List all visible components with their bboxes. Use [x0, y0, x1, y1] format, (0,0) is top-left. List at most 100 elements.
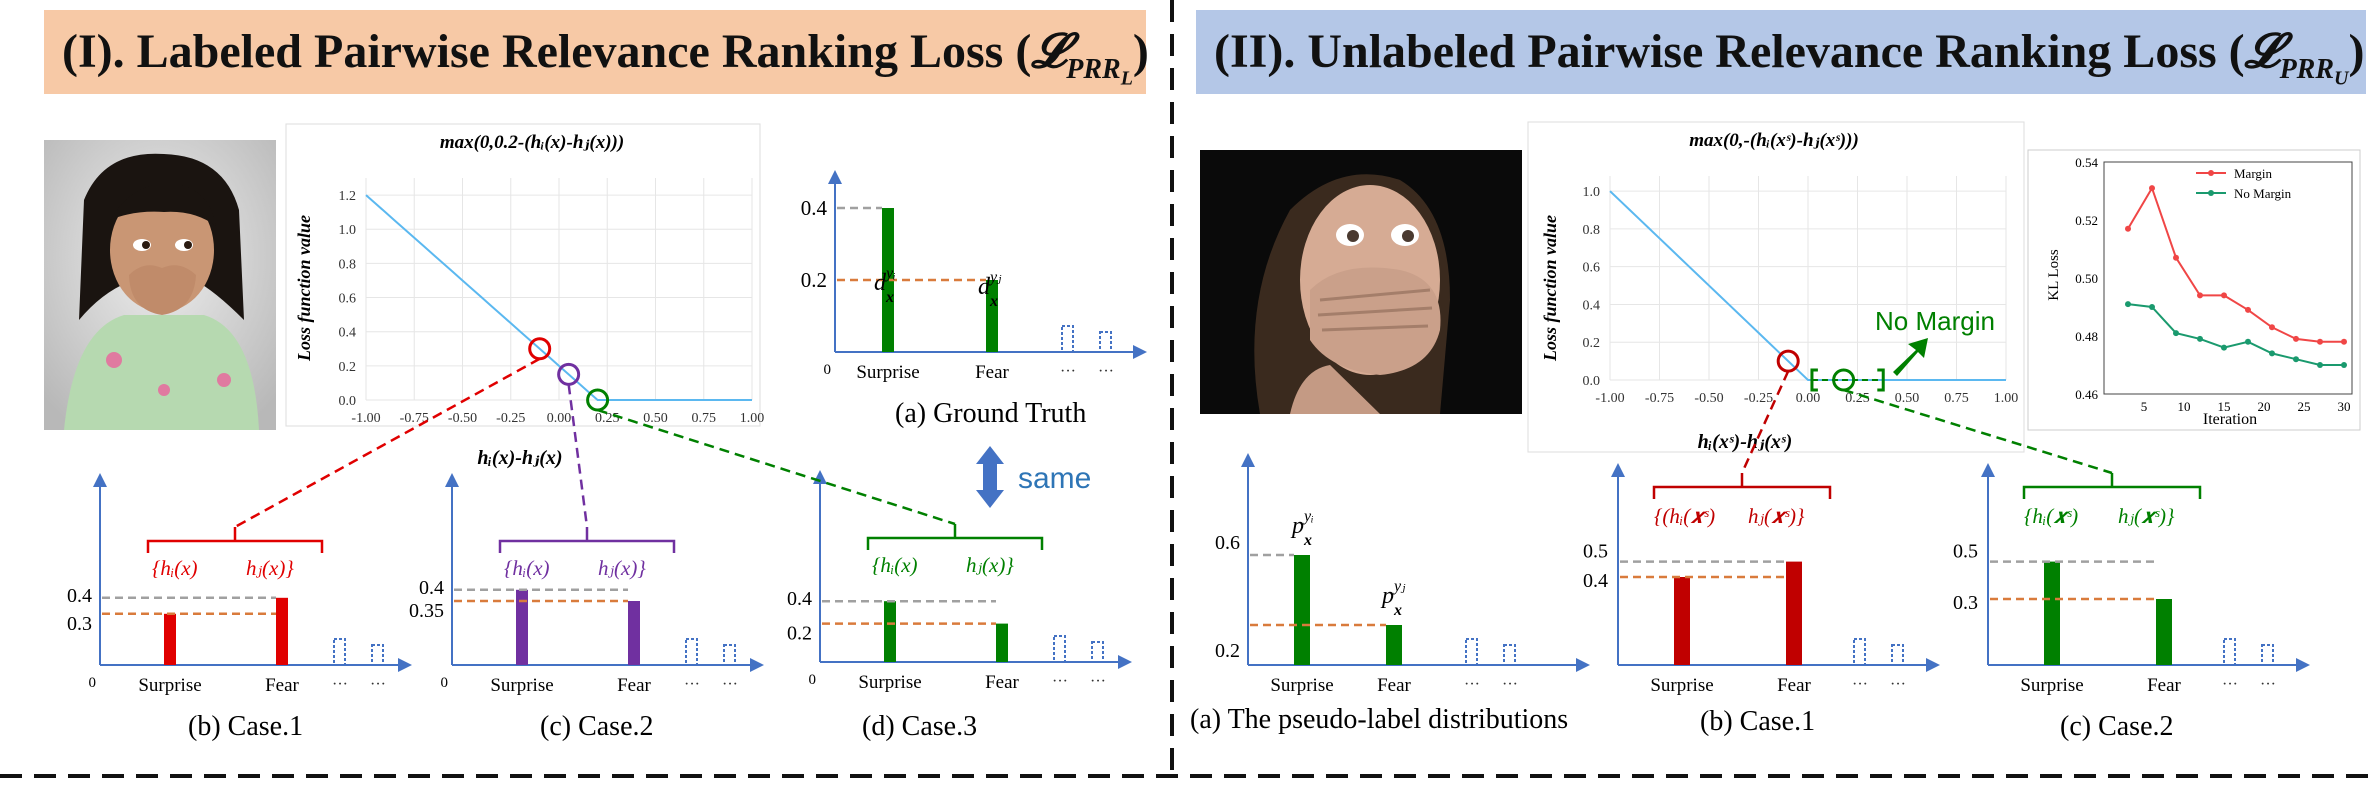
right-case2-caption: (c) Case.2 — [2060, 711, 2174, 742]
ground-truth-x-arrow — [1133, 345, 1147, 359]
right-loss-xtick: 0.00 — [1796, 391, 1821, 406]
right-case-ellipsis: ··· — [2260, 676, 2276, 693]
pseudo-category-label: Fear — [1377, 675, 1411, 696]
left-case-1: 0 0.4 0.3 Surprise Fear ··· ··· {hᵢ(x) hⱼ(x)} — [67, 357, 541, 696]
pseudo-ellipsis: ··· — [1502, 676, 1518, 693]
kl-series-point — [2341, 362, 2347, 368]
left-case-ellipsis: ··· — [684, 676, 700, 693]
kl-ytick: 0.46 — [2075, 387, 2098, 402]
right-case-placeholder-bar — [2261, 644, 2274, 666]
ground-truth-y-arrow — [828, 170, 842, 184]
right-title-text: (II). Unlabeled Pairwise Relevance Ranki… — [1214, 25, 2245, 78]
left-case-category-label: Surprise — [490, 675, 553, 696]
right-case-bar — [1786, 561, 1802, 665]
left-loss-xlabel: hᵢ(x)-hⱼ(x) — [477, 447, 562, 469]
left-case-origin: 0 — [89, 675, 97, 691]
left-case-origin: 0 — [441, 675, 449, 691]
left-title-close: ) — [1132, 25, 1149, 78]
left-case1-caption: (b) Case.1 — [188, 711, 303, 742]
right-case-bar — [2156, 599, 2172, 665]
ground-truth-placeholder-bar — [1099, 331, 1112, 353]
left-case-y-label: 0.35 — [409, 600, 444, 622]
ground-truth-bar — [882, 208, 894, 352]
ground-truth-bar-label-1-sup: yᵢ — [884, 265, 896, 282]
left-loss-ytick: 0.0 — [339, 394, 357, 409]
right-case-brace-text-2: hⱼ(𝒙ˢ)} — [2118, 504, 2175, 528]
right-case-y-arrow — [1981, 463, 1995, 477]
right-loss-ytick: 0.2 — [1583, 336, 1601, 351]
left-case-brace-text-1: {hᵢ(x) — [872, 553, 918, 577]
right-case-ellipsis: ··· — [1852, 676, 1868, 693]
pseudo-x-arrow — [1576, 658, 1590, 672]
left-loss-xtick: 0.75 — [692, 411, 717, 426]
kl-series-point — [2125, 301, 2131, 308]
left-case-ellipsis: ··· — [722, 676, 738, 693]
left-case-category-label: Surprise — [138, 675, 201, 696]
left-case-brace-text-2: hⱼ(x)} — [966, 553, 1014, 577]
right-loss-xtick: -1.00 — [1595, 391, 1624, 406]
left-case-bar — [628, 601, 640, 665]
kl-series-point — [2293, 356, 2299, 363]
left-title-sub: PRR — [1066, 53, 1121, 85]
right-case-placeholder-bar — [2223, 638, 2236, 666]
pseudo-bar — [1294, 555, 1310, 665]
ground-truth-caption: (a) Ground Truth — [895, 398, 1086, 429]
kl-legend-label: Margin — [2234, 166, 2273, 181]
left-case-link — [597, 408, 956, 526]
left-case-3: 0 0.4 0.2 Surprise Fear ··· ··· {hᵢ(x) hⱼ(x)} — [597, 408, 1132, 693]
left-loss-ytick: 1.2 — [339, 189, 357, 204]
left-loss-xtick: 0.00 — [547, 411, 572, 426]
left-case-brace-text-1: {hᵢ(x) — [504, 556, 550, 580]
kl-xtick: 20 — [2258, 399, 2271, 414]
kl-series-point — [2317, 362, 2323, 368]
kl-frame — [2103, 161, 2353, 395]
kl-series-point — [2269, 350, 2275, 357]
right-case-brace-text-2: hⱼ(𝒙ˢ)} — [1748, 504, 1805, 528]
left-case2-caption: (c) Case.2 — [540, 711, 654, 742]
kl-ytick: 0.54 — [2075, 155, 2098, 170]
right-case-bar — [1674, 577, 1690, 665]
left-case-placeholder-bar — [1091, 641, 1104, 663]
woman-fear-photo — [1200, 150, 1522, 414]
ground-truth-ellipsis: ··· — [1098, 363, 1114, 380]
left-case-link — [234, 357, 541, 529]
left-case-category-label: Surprise — [858, 672, 921, 693]
right-panel-title: (II). Unlabeled Pairwise Relevance Ranki… — [1196, 10, 2366, 94]
kl-series-point — [2245, 338, 2251, 345]
left-case-link — [567, 384, 589, 528]
left-panel-title: (I). Labeled Pairwise Relevance Ranking … — [44, 10, 1149, 94]
kl-series-line — [2127, 303, 2344, 366]
ground-truth-placeholder-bar — [1061, 325, 1074, 353]
left-case-placeholder-bar — [1053, 635, 1066, 663]
right-loss-ytick: 0.8 — [1583, 223, 1601, 238]
right-case-x-arrow — [1926, 658, 1940, 672]
right-case-placeholder-bar — [1891, 644, 1904, 666]
left-case-brace — [146, 527, 324, 553]
left-loss-xtick: 0.50 — [643, 411, 668, 426]
left-case-brace-text-2: hⱼ(x)} — [598, 556, 646, 580]
kl-series-point — [2341, 338, 2347, 345]
kl-xtick: 30 — [2338, 399, 2351, 414]
kl-xtick: 10 — [2178, 399, 2191, 414]
right-title-math: 𝓛 — [2244, 25, 2280, 78]
pseudo-placeholder-bar — [1503, 644, 1516, 666]
left-case-brace-text-2: hⱼ(x)} — [246, 556, 294, 580]
left-case-y-arrow — [93, 473, 107, 487]
left-case-bar — [164, 613, 176, 665]
ground-truth-bar-label-1-sub: x — [885, 289, 894, 306]
left-case-placeholder-bar — [723, 644, 736, 666]
left-title-subsub: L — [1120, 67, 1133, 90]
right-loss-ylabel: Loss function value — [1540, 215, 1560, 362]
right-title-subsub: U — [2334, 67, 2349, 90]
kl-series-point — [2149, 185, 2155, 192]
left-case-origin: 0 — [809, 672, 817, 688]
kl-series-point — [2173, 330, 2179, 337]
pseudo-y-arrow — [1241, 453, 1255, 467]
kl-series-point — [2197, 335, 2203, 342]
kl-ylabel: KL Loss — [2046, 249, 2062, 301]
ground-truth-y-label: 0.2 — [801, 268, 827, 292]
right-loss-xtick: 0.25 — [1845, 391, 1870, 406]
left-case-y-label: 0.2 — [787, 623, 812, 645]
